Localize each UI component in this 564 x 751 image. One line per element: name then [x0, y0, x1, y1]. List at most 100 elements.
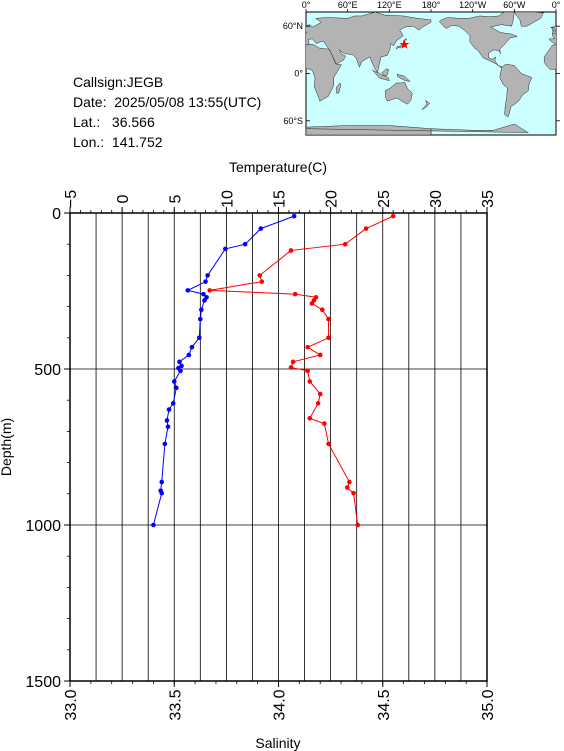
- temperature-point: [174, 385, 179, 391]
- map-labels: 0° 60°E 120°E 180° 120°W 60°W 0° 60°N 0° 60°S: [283, 0, 561, 126]
- map-lat-label: 0°: [294, 69, 303, 79]
- land-north_america: [439, 12, 518, 69]
- depth-tick-label: 1000: [25, 518, 61, 535]
- temperature-point: [205, 273, 210, 278]
- depth-tick-label: 1500: [25, 674, 61, 691]
- depth-axis-title: Depth(m): [0, 418, 14, 476]
- salinity-point: [259, 279, 265, 284]
- temperature-point: [165, 424, 171, 430]
- salinity-point: [315, 401, 321, 406]
- salinity-point: [326, 335, 331, 341]
- salinity-point: [363, 226, 369, 231]
- salinity-tick-label: 34.5: [376, 689, 393, 720]
- lon-label: Lon.:: [73, 134, 105, 150]
- map-lon-label: 120°W: [459, 0, 487, 10]
- salinity-point: [322, 421, 327, 426]
- temperature-axis: −5 0 5 10 15 20 25 30 35: [63, 190, 497, 213]
- map-lon-label: 120°E: [377, 0, 402, 10]
- map-lon-label: 0°: [302, 0, 311, 10]
- land-greenland: [514, 12, 544, 27]
- temperature-tick-label: 10: [219, 190, 236, 208]
- land-australia: [384, 81, 413, 105]
- salinity-point: [347, 479, 352, 485]
- temperature-point: [170, 401, 176, 406]
- salinity-point: [307, 379, 313, 384]
- map-lon-label: 60°E: [338, 0, 358, 10]
- salinity-point: [309, 301, 315, 306]
- temperature-point: [196, 335, 202, 341]
- temperature-point: [185, 288, 191, 293]
- depth-tick-label: 500: [34, 362, 61, 379]
- salinity-point: [317, 391, 323, 397]
- salinity-tick-label: 34.0: [272, 689, 289, 720]
- salinity-point: [351, 490, 356, 496]
- world-map: 0° 60°E 120°E 180° 120°W 60°W 0° 60°N 0° 60°S: [283, 0, 561, 136]
- temperature-point: [162, 441, 168, 447]
- temperature-point: [171, 379, 177, 384]
- land-antarctica_w: [306, 123, 529, 135]
- salinity-point: [288, 365, 294, 370]
- temperature-point: [159, 490, 165, 496]
- land-south_america: [499, 63, 532, 118]
- salinity-point: [390, 213, 396, 219]
- salinity-point: [257, 273, 263, 278]
- temperature-point: [166, 407, 172, 412]
- salinity-point: [290, 359, 296, 365]
- land-africa: [306, 44, 342, 102]
- map-lon-label: 0°: [552, 0, 561, 10]
- date-value: 2025/05/08 13:55(UTC): [114, 94, 262, 110]
- land-borneo: [381, 68, 389, 77]
- salinity-point: [288, 248, 294, 253]
- salinity-axis: 33.0 33.5 34.0 34.5 35.0: [63, 681, 497, 721]
- map-lat-label: 60°S: [283, 116, 303, 126]
- salinity-tick-label: 35.0: [480, 689, 497, 720]
- land-uk-wrap: [551, 27, 556, 35]
- depth-axis: 0 500 1000 1500: [25, 206, 70, 691]
- salinity-point: [317, 352, 323, 358]
- lon-row: Lon.: 141.752: [73, 132, 261, 152]
- lat-value: 36.566: [111, 114, 155, 130]
- temperature-tick-label: 25: [376, 190, 393, 208]
- salinity-point: [305, 368, 310, 374]
- depth-tick-label: 0: [52, 206, 61, 223]
- lon-value: 141.752: [111, 134, 163, 150]
- temperature-point: [258, 226, 264, 231]
- salinity-point: [307, 416, 313, 421]
- salinity-point: [305, 344, 310, 350]
- chart-grid: [69, 213, 488, 681]
- temperature-point: [199, 307, 204, 313]
- temperature-point: [186, 352, 192, 358]
- temperature-point: [291, 213, 297, 219]
- map-lon-label: 180°: [422, 0, 441, 10]
- temperature-point: [203, 279, 208, 284]
- temperature-tick-label: 0: [115, 194, 132, 203]
- salinity-tick-label: 33.0: [63, 689, 80, 720]
- temperature-point: [178, 368, 183, 374]
- temperature-point: [159, 479, 165, 485]
- temperature-point: [177, 359, 182, 365]
- map-lon-label: 60°W: [503, 0, 526, 10]
- temperature-tick-label: 5: [167, 194, 184, 203]
- temperature-point: [201, 291, 206, 297]
- land-nz: [421, 99, 430, 110]
- land-madagascar: [336, 82, 341, 94]
- temperature-axis-title: Temperature(C): [229, 159, 327, 175]
- temperature-point: [198, 316, 203, 322]
- temperature-point: [223, 246, 228, 252]
- temperature-tick-label: −5: [63, 190, 80, 208]
- callsign-value: JEGB: [126, 74, 164, 90]
- salinity-point: [355, 522, 361, 528]
- date-row: Date: 2025/05/08 13:55(UTC): [73, 92, 261, 112]
- salinity-tick-label: 33.5: [167, 689, 184, 720]
- series-layer: [151, 213, 396, 528]
- temperature-point: [164, 418, 170, 423]
- map-lat-label: 60°N: [283, 21, 303, 31]
- temperature-tick-label: 35: [480, 190, 497, 208]
- station-marker-icon: [399, 39, 410, 49]
- salinity-point: [345, 485, 350, 490]
- temperature-tick-label: 30: [428, 190, 445, 208]
- salinity-axis-title: Salinity: [255, 735, 300, 751]
- salinity-point: [326, 441, 331, 447]
- land-africa-wrap: [543, 44, 556, 70]
